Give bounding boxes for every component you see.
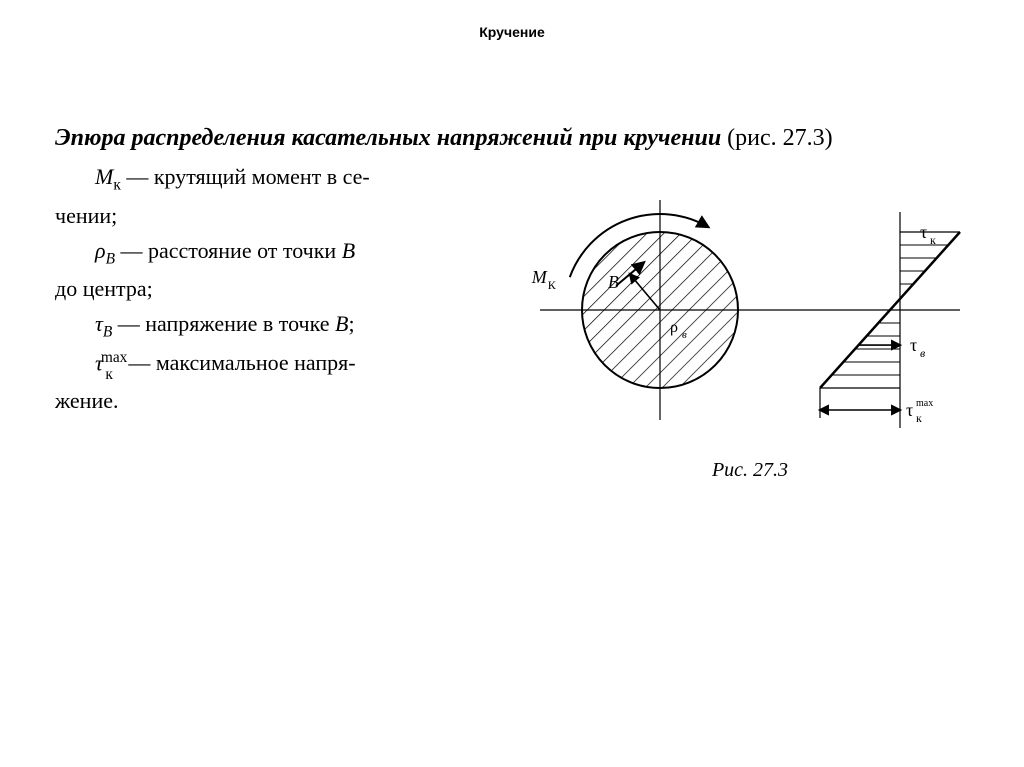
svg-text:τ: τ bbox=[920, 222, 927, 242]
taumax-sub: к bbox=[105, 366, 112, 383]
mk-sub: к bbox=[113, 176, 120, 193]
mk-symbol: M bbox=[95, 164, 113, 189]
definitions: Mк — крутящий момент в се- чении; ρB — р… bbox=[55, 160, 485, 417]
rho-text-a: — расстояние от точки bbox=[115, 238, 342, 263]
svg-text:B: B bbox=[608, 272, 619, 292]
rho-sub: B bbox=[106, 250, 115, 267]
taumax-sup: max bbox=[101, 349, 128, 366]
svg-text:τ: τ bbox=[906, 400, 913, 420]
svg-text:в: в bbox=[920, 346, 925, 360]
svg-text:M: M bbox=[531, 267, 548, 287]
heading-bold: Эпюра распределения касательных напряжен… bbox=[55, 125, 721, 151]
tauB-B: B bbox=[335, 311, 348, 336]
svg-text:ρ: ρ bbox=[670, 319, 678, 336]
figure: MКτкτвτкmaxρвB Рис. 27.3 bbox=[520, 190, 980, 500]
heading-ref: (рис. 27.3) bbox=[727, 125, 832, 151]
tauB-text: — напряжение в точке bbox=[112, 311, 335, 336]
taumax-text-b: жение. bbox=[55, 384, 485, 417]
page-title: Кручение bbox=[0, 0, 1024, 40]
svg-text:max: max bbox=[916, 398, 933, 409]
svg-text:к: к bbox=[930, 233, 936, 247]
taumax-text-a: — максимальное напря- bbox=[123, 350, 356, 375]
mk-text-b: чении; bbox=[55, 199, 485, 232]
rho-text-b: до центра; bbox=[55, 272, 485, 305]
figure-caption: Рис. 27.3 bbox=[520, 459, 980, 482]
svg-text:к: к bbox=[916, 411, 922, 425]
mk-text-a: — крутящий момент в се- bbox=[121, 164, 370, 189]
svg-text:К: К bbox=[548, 278, 557, 292]
torsion-diagram: MКτкτвτкmaxρвB bbox=[520, 190, 980, 450]
rho-B: B bbox=[342, 238, 355, 263]
rho-symbol: ρ bbox=[95, 238, 106, 263]
tauB-sub: B bbox=[103, 323, 112, 340]
svg-text:в: в bbox=[682, 329, 687, 341]
svg-text:τ: τ bbox=[910, 335, 917, 355]
heading: Эпюра распределения касательных напряжен… bbox=[55, 120, 984, 156]
tauB-semi: ; bbox=[348, 311, 354, 336]
tauB-symbol: τ bbox=[95, 311, 103, 336]
